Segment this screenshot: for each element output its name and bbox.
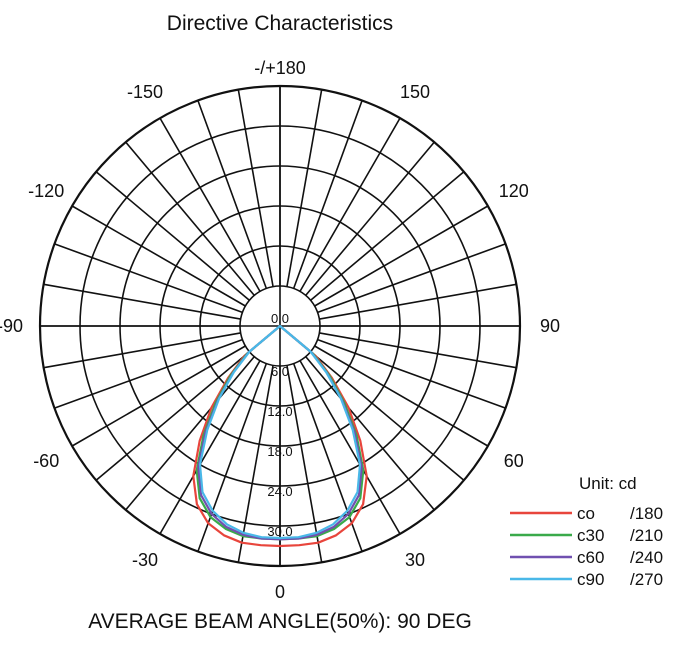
grid-spoke: [310, 351, 465, 481]
angle-label: 90: [540, 316, 560, 336]
grid-spoke: [314, 205, 489, 307]
radial-tick-label: 24.0: [267, 484, 292, 499]
angle-label: -60: [33, 451, 59, 471]
grid-spoke: [237, 365, 274, 563]
legend: Unit: cd co/180 c30/210 c60/240 c90/270: [510, 474, 663, 589]
angle-label: 150: [400, 82, 430, 102]
angle-label: 60: [504, 451, 524, 471]
grid-spoke: [197, 100, 268, 289]
angle-label: -/+180: [254, 58, 306, 78]
radial-tick-label: 30.0: [267, 524, 292, 539]
legend-pair-c60: /240: [630, 548, 663, 567]
grid-spoke: [305, 141, 435, 296]
radial-tick-label: 6.0: [271, 364, 289, 379]
legend-label-co: co: [577, 504, 595, 523]
grid-spoke: [125, 141, 255, 296]
legend-label-c90: c90: [577, 570, 604, 589]
grid-spoke: [43, 283, 241, 320]
series-layer: [192, 324, 368, 548]
grid-spoke: [310, 171, 465, 301]
grid-spoke: [54, 338, 243, 409]
grid-spoke: [43, 332, 241, 369]
beam-angle-footer: AVERAGE BEAM ANGLE(50%): 90 DEG: [88, 610, 472, 633]
grid-spoke: [159, 360, 261, 535]
legend-pair-co: /180: [630, 504, 663, 523]
grid-spoke: [319, 332, 517, 369]
grid-spoke: [314, 345, 489, 447]
grid-spoke: [159, 117, 261, 292]
angle-label: 0: [275, 582, 285, 602]
grid-spoke: [197, 363, 268, 552]
radial-tick-label: 12.0: [267, 404, 292, 419]
grid-spoke: [286, 365, 323, 563]
labels-layer: 0 30 -30 60 -60 90 -90 120 -120 150 -150 -/+180 0.0 6…: [0, 58, 560, 602]
grid-spoke: [71, 345, 246, 447]
angle-label: -150: [127, 82, 163, 102]
unit-label: Unit: cd: [579, 474, 637, 493]
chart-title: Directive Characteristics: [166, 12, 394, 35]
grid-spoke: [125, 356, 255, 511]
grid-spoke: [286, 89, 323, 287]
grid-spoke: [292, 100, 363, 289]
grid-spoke: [95, 171, 250, 301]
legend-pair-c30: /210: [630, 526, 663, 545]
grid-spoke: [54, 243, 243, 314]
angle-label: -30: [132, 550, 158, 570]
grid-spoke: [299, 117, 401, 292]
angle-label: -90: [0, 316, 23, 336]
series-curve-c90: [198, 324, 362, 540]
series-curve-co: [192, 324, 368, 548]
legend-label-c30: c30: [577, 526, 604, 545]
grid-spoke: [71, 205, 246, 307]
grid-spoke: [237, 89, 274, 287]
grid-spoke: [317, 338, 506, 409]
grid-spoke: [305, 356, 435, 511]
grid-spoke: [319, 283, 517, 320]
polar-grid: [38, 84, 522, 568]
grid-spoke: [95, 351, 250, 481]
angle-label: 30: [405, 550, 425, 570]
radial-tick-label: 18.0: [267, 444, 292, 459]
grid-spoke: [299, 360, 401, 535]
grid-spoke: [317, 243, 506, 314]
legend-label-c60: c60: [577, 548, 604, 567]
angle-label: -120: [28, 181, 64, 201]
grid-spoke: [292, 363, 363, 552]
legend-pair-c90: /270: [630, 570, 663, 589]
angle-label: 120: [499, 181, 529, 201]
radial-tick-label: 0.0: [271, 311, 289, 326]
